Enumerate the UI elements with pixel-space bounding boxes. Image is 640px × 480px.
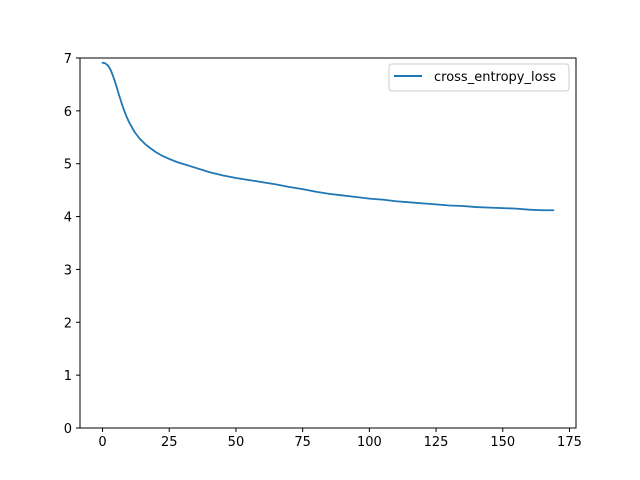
x-tick-label: 50 [228,435,245,450]
x-tick-label: 175 [557,435,582,450]
y-tick-label: 2 [64,316,72,331]
y-tick-label: 5 [64,158,72,173]
x-tick-label: 150 [490,435,515,450]
y-tick-label: 3 [64,263,72,278]
y-tick-label: 7 [64,52,72,67]
y-axis: 0 1 2 3 4 5 6 7 [64,52,80,437]
x-tick-label: 75 [294,435,311,450]
x-tick-label: 0 [98,435,106,450]
x-axis: 0 25 50 75 100 125 150 175 [98,428,582,450]
plot-area [80,58,576,428]
y-tick-label: 4 [64,211,72,226]
x-tick-label: 25 [161,435,178,450]
plot-frame [79,57,577,429]
y-tick-label: 6 [64,105,72,120]
legend-label: cross_entropy_loss [434,70,556,85]
series-layer [101,61,555,212]
y-tick-label: 0 [64,422,72,437]
x-tick-label: 125 [424,435,449,450]
legend: cross_entropy_loss [388,63,570,92]
y-tick-label: 1 [64,369,72,384]
legend-box [388,63,570,92]
series-line-cross-entropy-loss [101,61,555,212]
x-tick-label: 100 [357,435,382,450]
